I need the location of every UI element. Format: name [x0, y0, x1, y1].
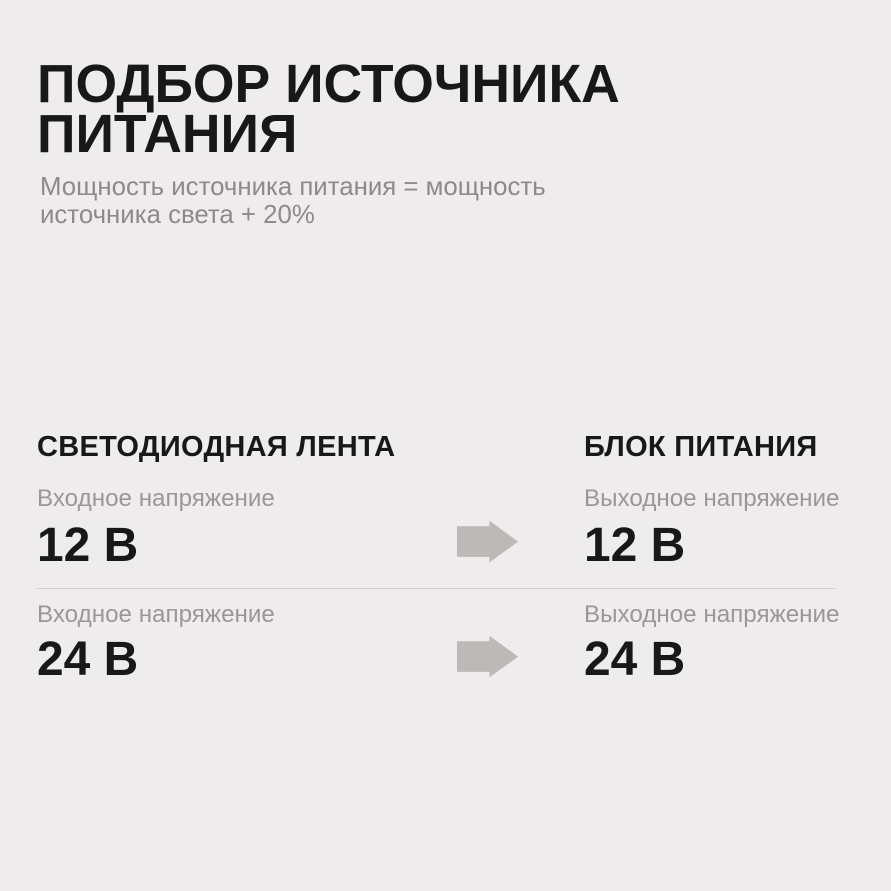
- svg-text:СВЕТОДИОДНАЯ ЛЕНТА: СВЕТОДИОДНАЯ ЛЕНТА: [37, 431, 395, 463]
- svg-text:БЛОК ПИТАНИЯ: БЛОК ПИТАНИЯ: [584, 431, 818, 463]
